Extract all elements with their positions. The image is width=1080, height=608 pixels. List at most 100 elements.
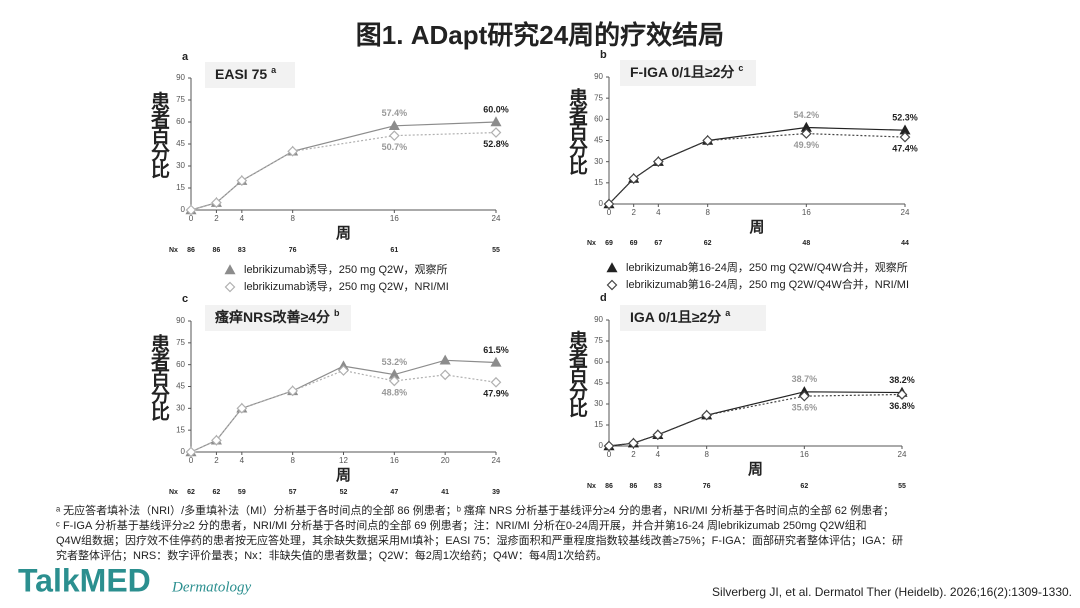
legend-marker [606, 262, 618, 273]
nx-value: 57 [289, 489, 297, 496]
footnote: ᵃ 无应答者填补法（NRI）/多重填补法（MI）分析基于各时间点的全部 86 例… [56, 503, 894, 517]
panel-title-text: IGA 0/1且≥2分 [630, 309, 721, 325]
y-axis-label: 患者百分比 [148, 90, 170, 179]
x-tick-label: 16 [802, 208, 811, 217]
x-tick-label: 12 [339, 456, 348, 465]
nx-label: Nx [169, 489, 178, 496]
nx-value: 39 [492, 489, 500, 496]
y-tick-label: 15 [176, 425, 185, 434]
nx-value: 61 [390, 247, 398, 254]
x-tick-label: 0 [607, 450, 612, 459]
data-label: 48.8% [382, 387, 408, 397]
x-tick-label: 0 [607, 208, 612, 217]
nx-value: 47 [390, 489, 398, 496]
data-point [439, 354, 451, 365]
x-axis-label: 周 [336, 467, 351, 484]
nx-value: 86 [605, 483, 613, 490]
y-axis-label: 患者百分比 [566, 87, 588, 176]
x-tick-label: 16 [390, 214, 399, 223]
y-tick-label: 60 [176, 117, 185, 126]
y-tick-label: 45 [176, 139, 185, 148]
y-tick-label: 60 [594, 357, 603, 366]
nx-value: 67 [654, 240, 662, 247]
x-tick-label: 4 [240, 214, 245, 223]
panel-letter: b [600, 49, 607, 61]
nx-value: 86 [187, 247, 195, 254]
data-label: 53.2% [382, 357, 408, 367]
y-tick-label: 75 [594, 93, 603, 102]
data-point [236, 402, 248, 414]
y-tick-label: 30 [594, 399, 603, 408]
x-axis-label: 周 [748, 461, 763, 478]
data-point [388, 130, 400, 141]
x-tick-label: 8 [290, 214, 295, 223]
series-line [190, 369, 497, 453]
x-tick-label: 2 [631, 450, 636, 459]
data-point [652, 429, 664, 441]
data-point [899, 131, 911, 143]
panel-title-text: F-IGA 0/1且≥2分 [630, 64, 734, 80]
data-point [798, 390, 810, 402]
y-tick-label: 15 [594, 178, 603, 187]
y-tick-label: 0 [599, 199, 604, 208]
x-tick-label: 2 [214, 214, 219, 223]
nx-value: 76 [703, 483, 711, 490]
nx-label: Nx [587, 240, 596, 247]
series-line [190, 121, 497, 211]
nx-value: 62 [800, 483, 808, 490]
footnote: ᶜ F-IGA 分析基于基线评分≥2 分的患者，NRI/MI 分析基于各时间点的… [56, 518, 867, 532]
data-point [236, 175, 248, 187]
x-tick-label: 4 [240, 456, 245, 465]
data-label: 38.2% [889, 375, 915, 385]
legend-marker [606, 279, 618, 291]
data-label: 47.4% [892, 143, 918, 153]
data-label: 52.3% [892, 113, 918, 123]
nx-value: 86 [630, 483, 638, 490]
x-tick-label: 16 [800, 450, 809, 459]
x-tick-label: 20 [441, 456, 450, 465]
nx-value: 83 [238, 247, 246, 254]
nx-value: 62 [187, 489, 195, 496]
citation: Silverberg JI, et al. Dermatol Ther (Hei… [712, 585, 1072, 599]
nx-value: 62 [213, 489, 221, 496]
legend-marker [224, 281, 236, 293]
logo-sub: Dermatology [171, 579, 251, 595]
x-tick-label: 24 [492, 456, 501, 465]
y-tick-label: 75 [594, 336, 603, 345]
y-tick-label: 45 [594, 136, 603, 145]
y-tick-label: 60 [176, 360, 185, 369]
nx-value: 83 [654, 483, 662, 490]
data-point [896, 389, 908, 400]
nx-value: 48 [802, 240, 810, 247]
slide-title: 图1. ADapt研究24周的疗效结局 [356, 20, 724, 50]
data-point [185, 446, 197, 458]
nx-value: 62 [704, 240, 712, 247]
series-line [190, 131, 497, 211]
y-tick-label: 75 [176, 95, 185, 104]
footnote: Q4W组数据；因疗效不佳停药的患者按无应答处理，其余缺失数据采用MI填补；EAS… [56, 533, 903, 547]
x-tick-label: 24 [898, 450, 907, 459]
y-tick-label: 45 [594, 378, 603, 387]
y-tick-label: 30 [594, 157, 603, 166]
nx-value: 55 [492, 247, 500, 254]
x-tick-label: 0 [189, 456, 194, 465]
panel-letter: a [182, 51, 189, 63]
data-point [603, 198, 615, 210]
y-tick-label: 45 [176, 382, 185, 391]
data-point [628, 173, 640, 184]
panel-letter: d [600, 292, 607, 304]
data-label: 38.7% [792, 374, 818, 384]
y-tick-label: 90 [176, 316, 185, 325]
x-tick-label: 2 [631, 208, 636, 217]
data-point [490, 127, 502, 138]
logo-brand: TalkMED [18, 562, 151, 598]
x-tick-label: 8 [704, 450, 709, 459]
x-tick-label: 8 [705, 208, 710, 217]
data-label: 47.9% [483, 389, 509, 399]
data-label: 57.4% [382, 108, 408, 118]
footnote: 究者整体评估；NRS：数字评价量表；Nx：非缺失值的患者数量；Q2W：每2周1次… [56, 548, 607, 562]
data-label: 54.2% [794, 110, 820, 120]
x-tick-label: 4 [656, 450, 661, 459]
data-label: 52.8% [483, 139, 509, 149]
